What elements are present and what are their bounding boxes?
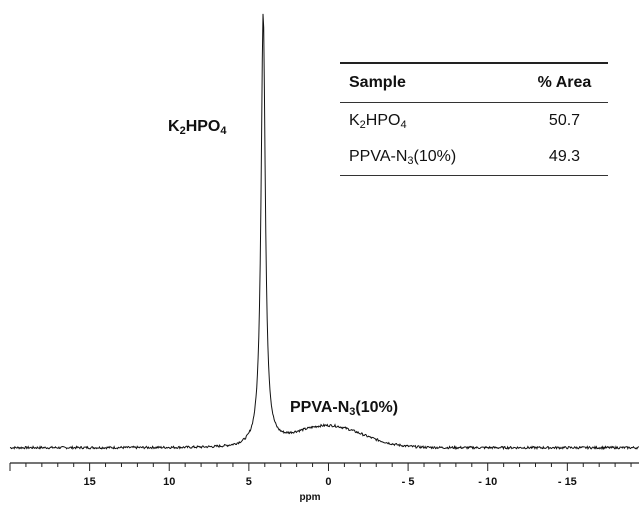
peak-label-k2hpo4: K2HPO4 [168, 118, 227, 137]
row-area-k2hpo4: 50.7 [548, 112, 581, 129]
table-bottom-rule [340, 175, 608, 176]
x-tick-label: - 15 [558, 476, 577, 488]
peak-label-ppva-n3: PPVA-N3(10%) [290, 399, 399, 418]
x-tick-label: 5 [246, 476, 252, 488]
table-row: PPVA-N3(10%) 49.3 [340, 139, 608, 175]
spectrum-line [9, 13, 639, 451]
x-tick-label: - 5 [402, 476, 415, 488]
x-tick-label: 10 [163, 476, 175, 488]
spectrum-trace-layer [9, 13, 639, 451]
table-header-row: Sample % Area [340, 64, 608, 102]
row-sample-ppva-n3: PPVA-N3(10%) [349, 147, 457, 167]
row-area-ppva-n3: 49.3 [548, 148, 581, 165]
table-header-rule [340, 102, 608, 103]
area-table: Sample % Area K2HPO4 50.7 PPVA-N3(10%) 4… [340, 62, 608, 176]
header-area: % Area [537, 74, 592, 91]
x-axis-label: ppm [299, 492, 320, 503]
x-tick-label: 15 [83, 476, 95, 488]
x-tick-label: 0 [325, 476, 331, 488]
x-axis-ticks: 15 10 5 0 - 5 - 10 - 15 [9, 463, 632, 488]
row-sample-k2hpo4: K2HPO4 [349, 111, 407, 131]
header-sample: Sample [349, 74, 406, 91]
x-tick-label: - 10 [478, 476, 497, 488]
table-top-rule [340, 62, 608, 64]
table-row: K2HPO4 50.7 [340, 103, 608, 139]
